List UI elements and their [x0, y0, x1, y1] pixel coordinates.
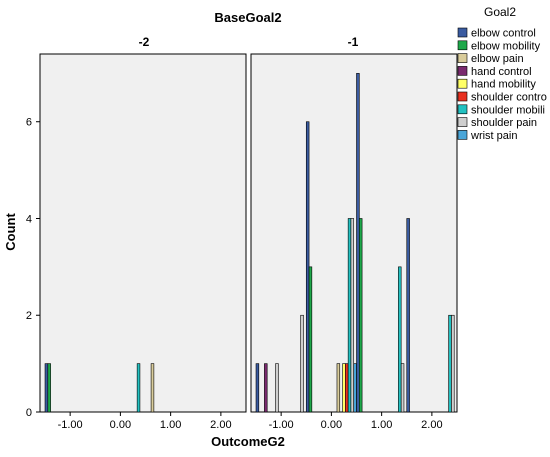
bar — [358, 218, 363, 413]
bar — [308, 266, 313, 413]
bar — [342, 363, 346, 413]
legend-label: elbow mobility — [471, 40, 541, 52]
legend-label: elbow pain — [471, 53, 524, 65]
bar — [47, 363, 51, 413]
x-tick-label: -1.00 — [58, 419, 83, 431]
legend-swatch — [457, 117, 468, 127]
legend-swatch — [457, 78, 468, 89]
bar — [400, 363, 405, 413]
x-tick-label: 1.00 — [371, 419, 392, 431]
legend-swatch — [457, 130, 468, 140]
bar — [264, 363, 268, 413]
legend-title: Goal2 — [484, 5, 516, 19]
y-axis-label: Count — [3, 213, 18, 251]
legend-label: shoulder pain — [471, 117, 537, 129]
bar — [353, 363, 357, 413]
panel-header-right: -1 — [348, 35, 359, 49]
bar — [350, 218, 355, 413]
legend-swatch — [457, 53, 468, 63]
legend-swatch — [457, 66, 468, 76]
x-tick-label: 0.00 — [321, 419, 342, 431]
legend-swatch — [457, 91, 468, 102]
panel-header-left: -2 — [139, 35, 150, 49]
x-tick-label: 2.00 — [210, 419, 231, 431]
y-tick-label: 4 — [26, 213, 32, 225]
legend-label: shoulder contro — [471, 92, 547, 104]
panel-frame-0 — [39, 53, 247, 413]
x-tick-label: -1.00 — [269, 419, 294, 431]
y-tick-label: 0 — [26, 407, 32, 419]
bar — [136, 363, 141, 413]
x-axis-label: OutcomeG2 — [211, 434, 285, 449]
x-tick-label: 2.00 — [421, 419, 442, 431]
bar — [356, 73, 360, 413]
bar — [305, 121, 310, 413]
bar — [44, 363, 49, 413]
panels-layer: 0 2 4 6 -1.00 0.00 1.00 2.00 -1.00 0.00 1.00 2.00 — [26, 53, 458, 431]
y-tick-label: 6 — [26, 117, 32, 129]
legend-label: hand control — [471, 66, 532, 78]
legend-label: hand mobility — [471, 79, 536, 91]
x-tick-label: 0.00 — [110, 419, 131, 431]
y-tick-label: 2 — [26, 310, 32, 322]
bar — [406, 218, 410, 413]
legend-label: wrist pain — [470, 130, 517, 142]
bar — [255, 363, 260, 413]
bar — [451, 314, 455, 413]
bar — [345, 363, 349, 413]
bar — [150, 363, 155, 413]
bar — [448, 314, 452, 413]
x-tick-label: 1.00 — [160, 419, 181, 431]
bar — [300, 314, 304, 413]
legend-label: elbow control — [471, 28, 536, 40]
legend-swatch — [457, 27, 468, 38]
legend-swatch — [457, 40, 468, 51]
bar — [347, 218, 352, 413]
chart-title: BaseGoal2 — [214, 10, 281, 25]
legend-label: shoulder mobili — [471, 104, 545, 116]
bar — [336, 363, 341, 413]
bar — [275, 363, 279, 413]
bar — [398, 266, 402, 413]
legend-swatch — [457, 104, 468, 115]
